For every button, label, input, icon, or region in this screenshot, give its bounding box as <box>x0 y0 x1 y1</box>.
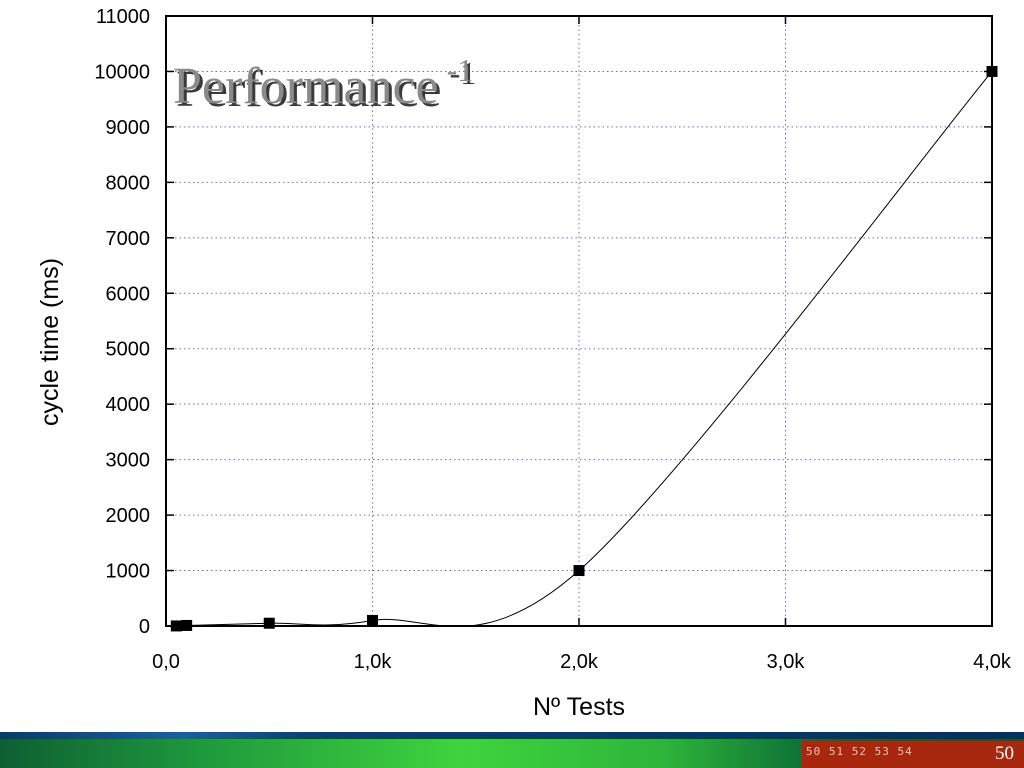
page-list[interactable]: 50 51 52 53 54 <box>806 745 913 758</box>
y-tick-label: 3000 <box>106 450 151 472</box>
y-tick-label: 10000 <box>94 61 150 83</box>
x-tick-label: 0,0 <box>152 651 180 673</box>
y-tick-label: 11000 <box>96 6 150 28</box>
y-tick-label: 7000 <box>106 228 151 250</box>
data-point <box>181 619 193 631</box>
y-tick-label: 8000 <box>106 172 151 194</box>
slide-title-text: Performance -1 <box>173 52 473 115</box>
y-tick-label: 1000 <box>106 561 151 583</box>
chart: 0,0 1,0k 2,0k 3,0k 4,0k 0 1000 2000 3000 4000 500… <box>36 6 1012 721</box>
y-tick-label: 5000 <box>106 339 151 361</box>
y-tick-label: 4000 <box>106 394 151 416</box>
y-axis-label: cycle time (ms) <box>36 258 64 426</box>
y-tick-label: 2000 <box>106 505 151 527</box>
series-line <box>175 71 993 627</box>
y-tick-label: 6000 <box>106 283 151 305</box>
data-point <box>367 614 378 626</box>
y-tick-label: 0 <box>139 616 150 638</box>
page-number: 50 <box>995 743 1014 764</box>
data-point <box>170 620 182 632</box>
y-tick-label: 9000 <box>106 117 151 139</box>
series-layer <box>170 65 998 632</box>
data-point <box>573 565 585 577</box>
x-tick-label: 4,0k <box>973 651 1012 673</box>
slide-title: Performance -1 Performance -1 <box>173 52 476 118</box>
data-point <box>263 617 275 629</box>
x-axis-label: Nº Tests <box>533 693 625 721</box>
x-tick-label: 2,0k <box>560 651 599 673</box>
slide-title-shadow: Performance -1 <box>176 55 476 118</box>
footer-accent-line <box>0 732 1024 739</box>
x-tick-label: 3,0k <box>767 651 806 673</box>
page-navigation-box: 50 51 52 53 54 50 <box>802 741 1024 768</box>
y-axis: 0 1000 2000 3000 4000 5000 6000 7000 8000 9000 100… <box>94 6 992 638</box>
footer-bar: 50 51 52 53 54 50 <box>0 732 1024 768</box>
data-point <box>986 65 998 77</box>
x-tick-label: 1,0k <box>354 651 393 673</box>
